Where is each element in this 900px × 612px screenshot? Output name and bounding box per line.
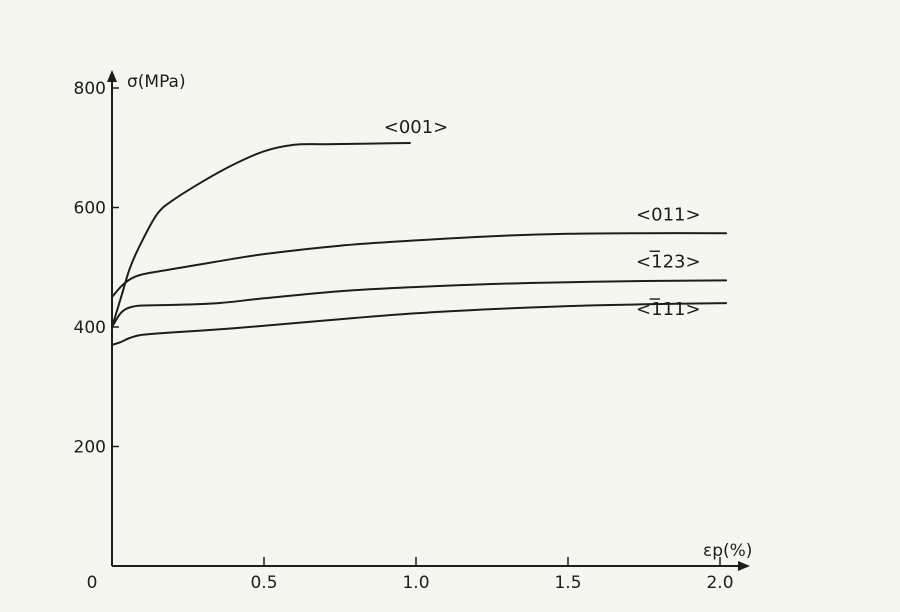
series-label--123: <123>	[636, 251, 701, 272]
series-label--111: <111>	[636, 299, 701, 320]
x-tick-label: 0.5	[250, 573, 277, 593]
series-line--123	[111, 279, 728, 328]
axes	[107, 70, 750, 571]
series-line-011	[111, 232, 728, 299]
y-axis-label: σ(MPa)	[127, 72, 186, 92]
y-tick-label: 600	[74, 199, 106, 219]
y-tick-label: 200	[74, 438, 106, 458]
series-group	[111, 142, 728, 346]
x-axis-label: εp(%)	[703, 541, 752, 561]
y-axis-arrowhead	[107, 70, 117, 82]
series-line--111	[111, 302, 728, 346]
x-tick-label: 1.0	[402, 573, 429, 593]
series-line-001	[111, 142, 411, 328]
ticks: 0 0.5 1.0 1.5 2.0 200 400 600 800	[74, 79, 734, 593]
series-label-011: <011>	[636, 205, 701, 226]
y-tick-label: 400	[74, 318, 106, 338]
x-tick-label: 2.0	[706, 573, 733, 593]
y-tick-label: 800	[74, 79, 106, 99]
labels-group: <001> <011> <123> <111>	[384, 117, 701, 320]
x-tick-label: 1.5	[554, 573, 581, 593]
x-axis-arrowhead	[738, 561, 750, 571]
x-tick-label: 0	[87, 573, 98, 593]
series-label-001: <001>	[384, 117, 449, 138]
